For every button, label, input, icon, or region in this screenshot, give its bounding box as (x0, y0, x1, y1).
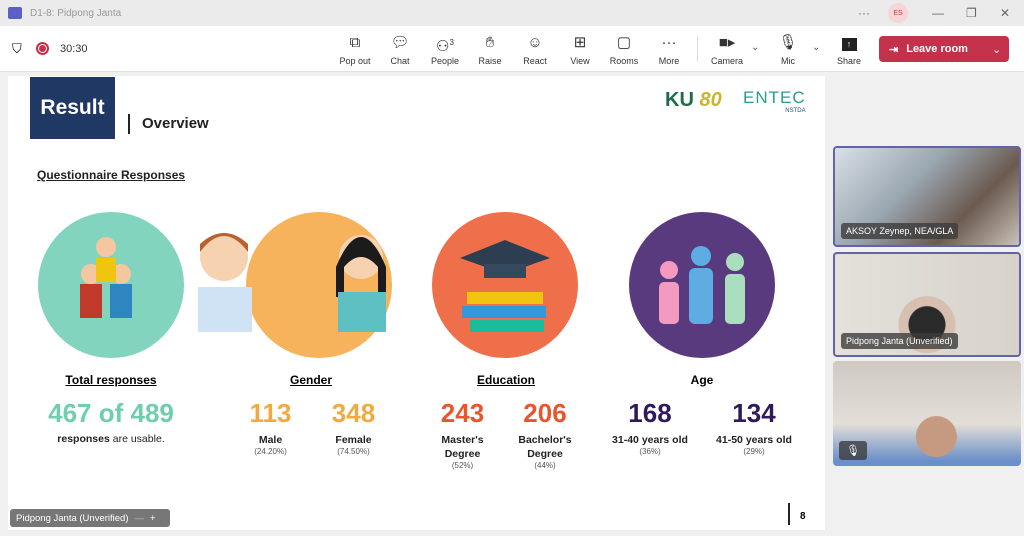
leave-room-button[interactable]: ⇥ Leave room ⌄ (879, 36, 1009, 62)
participant-name: AKSOY Zeynep, NEA/GLA (841, 223, 959, 239)
raise-hand-button[interactable]: ✋︎ Raise (478, 34, 502, 66)
education-heading: Education (476, 373, 535, 387)
more-options-icon[interactable]: ··· (858, 6, 870, 20)
bachelors-stat: 206 Bachelor's Degree (44%) (518, 398, 572, 470)
raise-hand-icon: ✋︎ (485, 34, 495, 51)
restore-button[interactable]: ❐ (966, 6, 977, 20)
react-icon: ☺ (527, 34, 543, 51)
view-icon: ⊞ (573, 34, 587, 51)
age-illustration (629, 212, 775, 358)
chat-button[interactable]: 💬︎ Chat (390, 34, 410, 66)
education-illustration (432, 212, 578, 358)
ku-logo: KU 80 (665, 89, 722, 111)
zoom-in-icon[interactable]: + (149, 512, 156, 524)
meeting-timer: 30:30 (60, 43, 88, 55)
presenter-tag: Pidpong Janta (Unverified) — + (10, 509, 170, 527)
camera-button[interactable]: ■▸ Camera (710, 34, 743, 66)
shield-icon[interactable]: ⛉ (12, 41, 22, 56)
rooms-button[interactable]: ▢ Rooms (609, 34, 639, 66)
shared-slide: Result Overview KU 80 ENTEC NSTDA Questio… (8, 76, 825, 530)
people-button[interactable]: ⚇3 People (430, 38, 460, 66)
chat-icon: 💬︎ (390, 34, 410, 51)
male-stat: 113 Male (24.20%) (249, 398, 292, 456)
gender-heading: Gender (289, 373, 332, 387)
masters-stat: 243 Master's Degree (52%) (440, 398, 485, 470)
recording-icon (36, 42, 49, 55)
view-button[interactable]: ⊞ View (570, 34, 590, 66)
meeting-toolbar: ⛉ 30:30 ⧉ Pop out 💬︎ Chat ⚇3 People ✋︎ Raise… (0, 26, 1024, 72)
age-heading: Age (690, 373, 714, 387)
pop-out-icon: ⧉ (349, 34, 361, 51)
participant-name: Pidpong Janta (Unverified) (841, 333, 958, 349)
total-responses-value: 467 of 489 (48, 398, 174, 428)
participant-video-tile[interactable]: 🎙︎ (833, 361, 1021, 466)
section-title: Questionnaire Responses (37, 168, 186, 182)
result-label: Result (30, 77, 115, 139)
mic-off-icon: 🎙︎ (839, 441, 867, 460)
minimize-button[interactable]: — (932, 6, 944, 20)
total-responses-heading: Total responses (65, 373, 157, 387)
page-number: 8 (788, 503, 806, 525)
share-button[interactable]: ↑ Share (827, 34, 871, 66)
participant-video-tile[interactable]: Pidpong Janta (Unverified) (833, 252, 1021, 357)
share-icon: ↑ (841, 34, 857, 52)
rooms-icon: ▢ (616, 34, 632, 51)
camera-icon: ■▸ (718, 34, 736, 51)
title-bar: D1-8: Pidpong Janta (0, 0, 1024, 26)
usable-note: responses are usable. (57, 433, 165, 445)
total-responses-illustration (38, 212, 184, 358)
more-icon: ··· (661, 34, 677, 51)
mic-button[interactable]: 🎙︎ Mic (778, 34, 798, 66)
pop-out-button[interactable]: ⧉ Pop out (339, 34, 371, 66)
age-31-40-stat: 168 31-40 years old (36%) (612, 398, 688, 456)
leave-icon: ⇥ (889, 43, 899, 56)
leave-options-chevron-icon[interactable]: ⌄ (991, 43, 1002, 56)
window-title: D1-8: Pidpong Janta (30, 7, 122, 19)
divider (697, 36, 698, 62)
camera-options-chevron-icon[interactable]: ⌄ (751, 42, 760, 53)
zoom-out-icon[interactable]: — (134, 512, 144, 524)
gender-illustration (198, 212, 392, 358)
entec-logo: ENTEC NSTDA (743, 88, 806, 114)
overview-title: Overview (128, 114, 209, 134)
mic-off-icon: 🎙︎ (778, 34, 798, 51)
people-icon: ⚇ (436, 38, 450, 55)
teams-logo-icon (8, 7, 22, 19)
react-button[interactable]: ☺ React (523, 34, 547, 66)
female-stat: 348 Female (74.50%) (331, 398, 376, 456)
age-41-50-stat: 134 41-50 years old (29%) (716, 398, 792, 456)
more-button[interactable]: ··· More (658, 34, 680, 66)
participant-video-tile[interactable]: AKSOY Zeynep, NEA/GLA (833, 146, 1021, 247)
mic-options-chevron-icon[interactable]: ⌄ (812, 42, 821, 53)
close-button[interactable]: ✕ (1000, 6, 1011, 20)
avatar[interactable]: ES (888, 3, 908, 23)
people-count: 3 (449, 38, 454, 47)
